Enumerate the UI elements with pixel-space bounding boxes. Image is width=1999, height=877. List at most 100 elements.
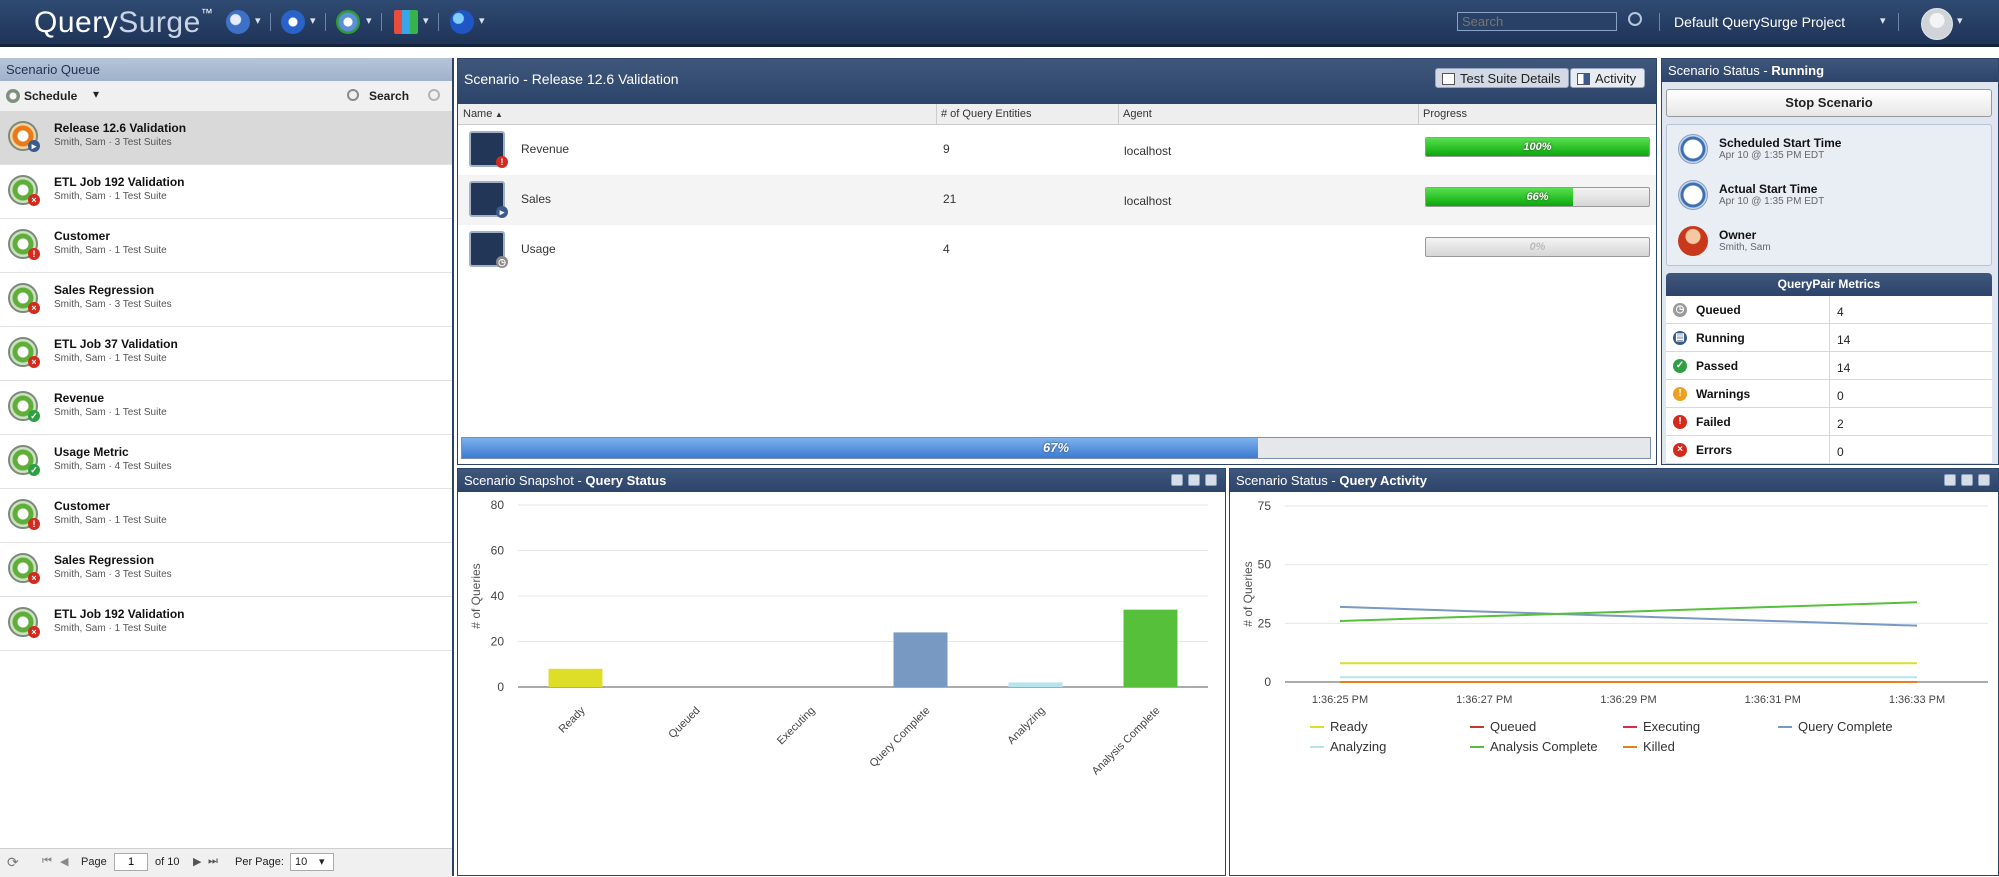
status-badge-icon: ×: [28, 194, 40, 206]
metric-row: ! Warnings 0: [1666, 380, 1992, 408]
stop-scenario-button[interactable]: Stop Scenario: [1666, 89, 1992, 117]
queue-item[interactable]: × ETL Job 192 Validation Smith, Sam · 1 Te…: [0, 165, 452, 219]
refresh-icon[interactable]: ⟳: [7, 854, 19, 870]
chevron-down-icon[interactable]: ▾: [310, 15, 316, 27]
grid-view-icon[interactable]: [1961, 474, 1973, 486]
metric-row: ! Failed 2: [1666, 408, 1992, 436]
global-search-input[interactable]: [1457, 12, 1617, 31]
series-line: [1339, 601, 1918, 622]
column-header-agent[interactable]: Agent: [1123, 108, 1152, 120]
minimize-icon[interactable]: [1978, 474, 1990, 486]
status-badge-icon: ▸: [28, 140, 40, 152]
tab-activity[interactable]: Activity: [1570, 68, 1646, 88]
queue-item-subtitle: Smith, Sam · 1 Test Suite: [54, 515, 167, 526]
chevron-down-icon[interactable]: ▾: [1957, 15, 1963, 27]
metric-value: 0: [1837, 389, 1844, 403]
refresh-icon[interactable]: [1944, 474, 1956, 486]
suite-progress-fill: [1426, 188, 1574, 206]
chevron-down-icon[interactable]: ▾: [423, 15, 429, 27]
grid-view-icon[interactable]: [1188, 474, 1200, 486]
clear-search-icon[interactable]: [428, 89, 440, 101]
running-icon: ▤: [1673, 331, 1687, 345]
chevron-down-icon[interactable]: ▾: [255, 15, 261, 27]
queue-item-subtitle: Smith, Sam · 3 Test Suites: [54, 137, 172, 148]
x-tick-label: 1:36:27 PM: [1456, 694, 1512, 706]
y-axis-label: # of Queries: [1241, 561, 1255, 626]
gear-run-icon[interactable]: [336, 10, 360, 34]
owner-row: Owner Smith, Sam: [1667, 220, 1993, 266]
queue-toolbar: Schedule ▾ Search: [0, 81, 452, 112]
per-page-label: Per Page:: [235, 856, 284, 868]
actual-start-row: Actual Start Time Apr 10 @ 1:35 PM EDT: [1667, 174, 1993, 220]
queue-item[interactable]: ✓ Usage Metric Smith, Sam · 4 Test Suites: [0, 435, 452, 489]
minimize-icon[interactable]: [1205, 474, 1217, 486]
page-number-input[interactable]: [114, 853, 148, 871]
metric-divider: [1829, 324, 1830, 352]
queued-icon: ◷: [1673, 303, 1687, 317]
project-selector[interactable]: Default QuerySurge Project: [1674, 14, 1846, 30]
queue-item[interactable]: ! Customer Smith, Sam · 1 Test Suite: [0, 219, 452, 273]
prev-page-icon[interactable]: ◀: [60, 856, 69, 868]
queue-item[interactable]: × ETL Job 192 Validation Smith, Sam · 1 Te…: [0, 597, 452, 651]
app-logo[interactable]: QuerySurge™: [34, 6, 214, 39]
queue-search-button[interactable]: Search: [369, 89, 410, 103]
queue-item[interactable]: × ETL Job 37 Validation Smith, Sam · 1 Tes…: [0, 327, 452, 381]
owner-avatar-icon: [1678, 226, 1708, 256]
tab-test-suite-details[interactable]: Test Suite Details: [1435, 68, 1570, 88]
series-line: [1339, 605, 1918, 627]
toolbar-divider: [438, 13, 439, 31]
queue-item-title: Release 12.6 Validation: [54, 121, 187, 135]
x-tick-label: Executing: [775, 705, 818, 748]
column-header-name[interactable]: Name: [463, 108, 493, 120]
next-page-icon[interactable]: ▶: [193, 856, 202, 868]
column-header-count[interactable]: # of Query Entities: [941, 108, 1032, 120]
schedule-button[interactable]: Schedule: [24, 89, 78, 103]
chevron-down-icon[interactable]: ▾: [366, 15, 372, 27]
activity-header: Scenario Status - Query Activity: [1230, 469, 1998, 492]
chevron-down-icon[interactable]: ▾: [1880, 15, 1886, 27]
globe-icon[interactable]: [450, 10, 474, 34]
query-status-chart-panel: Scenario Snapshot - Query Status 0 20 40 60…: [457, 468, 1226, 876]
queue-item[interactable]: × Sales Regression Smith, Sam · 3 Test Sui…: [0, 273, 452, 327]
first-page-icon[interactable]: ⏮: [42, 855, 52, 867]
snapshot-title: Query Status: [585, 473, 667, 488]
y-tick-label: 25: [1258, 616, 1272, 630]
users-icon[interactable]: [226, 10, 250, 34]
per-page-value: 10: [295, 856, 308, 868]
queue-item[interactable]: ! Customer Smith, Sam · 1 Test Suite: [0, 489, 452, 543]
queue-item[interactable]: ▸ Release 12.6 Validation Smith, Sam · 3 T…: [0, 111, 452, 165]
column-header-progress[interactable]: Progress: [1423, 108, 1468, 120]
status-badge-icon: ◷: [496, 256, 508, 268]
queue-item[interactable]: ✓ Revenue Smith, Sam · 1 Test Suite: [0, 381, 452, 435]
reports-icon[interactable]: [394, 10, 418, 34]
per-page-select[interactable]: 10 ▾: [290, 853, 334, 871]
queue-item-title: ETL Job 192 Validation: [54, 175, 185, 189]
sort-ascending-icon[interactable]: ▲: [495, 110, 503, 119]
table-row[interactable]: ! Revenue 9 localhost 100%: [458, 125, 1656, 175]
x-tick-label: 1:36:31 PM: [1745, 694, 1801, 706]
schedule-icon[interactable]: [281, 10, 305, 34]
status-header: Scenario Status - Running: [1662, 59, 1998, 82]
refresh-icon[interactable]: [1171, 474, 1183, 486]
agent-name: localhost: [1124, 144, 1172, 158]
user-avatar[interactable]: [1921, 8, 1953, 40]
queue-item-title: Usage Metric: [54, 445, 129, 459]
chevron-down-icon[interactable]: ▾: [93, 87, 100, 101]
scenario-panel: Scenario - Release 12.6 Validation Test …: [457, 58, 1657, 465]
chevron-down-icon[interactable]: ▾: [479, 15, 485, 27]
status-badge-icon: !: [28, 248, 40, 260]
table-row[interactable]: ▸ Sales 21 localhost 66%: [458, 175, 1656, 225]
suite-name: Sales: [521, 192, 552, 206]
query-entity-count: 4: [943, 242, 950, 256]
y-tick-label: 50: [1258, 558, 1272, 572]
table-row[interactable]: ◷ Usage 4 0%: [458, 225, 1656, 275]
last-page-icon[interactable]: ⏭: [208, 855, 218, 867]
search-icon[interactable]: [1628, 12, 1642, 26]
queue-item[interactable]: × Sales Regression Smith, Sam · 3 Test Sui…: [0, 543, 452, 597]
legend-label: Query Complete: [1798, 719, 1893, 734]
search-icon[interactable]: [347, 89, 359, 101]
queue-item-title: Customer: [54, 499, 111, 513]
status-badge-icon: ✓: [28, 410, 40, 422]
agent-name: localhost: [1124, 194, 1172, 208]
toolbar-divider: [325, 13, 326, 31]
